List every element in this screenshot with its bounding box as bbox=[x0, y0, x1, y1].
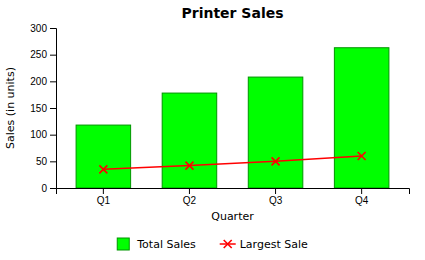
x-axis-line bbox=[57, 189, 410, 195]
marker bbox=[272, 157, 280, 165]
y-tick-mark bbox=[50, 188, 56, 189]
y-axis-title: Sales (in units) bbox=[4, 67, 17, 149]
marks bbox=[76, 48, 389, 188]
marker-shape bbox=[358, 152, 366, 160]
y-tick: 200 bbox=[30, 76, 56, 87]
x-tick-label: Q3 bbox=[269, 195, 283, 206]
legend-swatch bbox=[117, 238, 129, 250]
x-tick-label: Q2 bbox=[183, 195, 197, 206]
bar-series bbox=[76, 48, 389, 188]
legend-item: Total Sales bbox=[117, 238, 196, 251]
legend: Total Sales Largest Sale bbox=[117, 238, 308, 251]
y-tick: 150 bbox=[30, 103, 56, 114]
x-tick: Q4 bbox=[355, 188, 369, 206]
marker-shape bbox=[99, 165, 107, 173]
y-tick: 100 bbox=[30, 129, 56, 140]
y-tick: 250 bbox=[30, 49, 56, 60]
marker-shape bbox=[272, 157, 280, 165]
bar bbox=[334, 48, 389, 188]
x-tick-label: Q1 bbox=[97, 195, 111, 206]
legend-label: Largest Sale bbox=[240, 238, 308, 251]
marker bbox=[185, 162, 193, 170]
y-tick-mark bbox=[50, 55, 56, 56]
y-tick-label: 150 bbox=[30, 103, 47, 114]
y-axis-line bbox=[50, 29, 57, 189]
y-tick: 0 bbox=[41, 183, 56, 194]
title: Printer Sales bbox=[181, 5, 283, 21]
marker bbox=[99, 165, 107, 173]
x-tick-label: Q4 bbox=[355, 195, 369, 206]
y-tick-label: 50 bbox=[36, 156, 48, 167]
plot: 0 50 100 150 200 250 300 Q1 Q2 Q3 Q4 bbox=[30, 23, 409, 206]
y-tick-label: 100 bbox=[30, 129, 47, 140]
x-tick: Q2 bbox=[183, 188, 197, 206]
y-tick-label: 250 bbox=[30, 49, 47, 60]
legend-marker bbox=[224, 240, 232, 248]
y-tick-label: 0 bbox=[41, 183, 47, 194]
legend-item: Largest Sale bbox=[220, 238, 308, 251]
bar bbox=[76, 125, 131, 188]
y-tick: 50 bbox=[36, 156, 56, 167]
legend-label: Total Sales bbox=[136, 238, 196, 251]
y-tick-mark bbox=[50, 135, 56, 136]
y-tick-mark bbox=[50, 108, 56, 109]
y-tick: 300 bbox=[30, 23, 56, 34]
x-tick: Q1 bbox=[97, 188, 111, 206]
x-axis: Q1 Q2 Q3 Q4 bbox=[57, 188, 410, 206]
y-tick-mark bbox=[50, 81, 56, 82]
bar bbox=[162, 93, 217, 188]
x-tick-mark bbox=[361, 188, 362, 194]
chart: 0 50 100 150 200 250 300 Q1 Q2 Q3 Q4 Printer Sales Q… bbox=[0, 0, 425, 260]
x-axis-title: Quarter bbox=[211, 210, 254, 223]
y-tick-label: 300 bbox=[30, 23, 47, 34]
y-tick-mark bbox=[50, 28, 56, 29]
marker bbox=[358, 152, 366, 160]
y-axis: 0 50 100 150 200 250 300 bbox=[30, 23, 56, 194]
line-series bbox=[99, 152, 365, 173]
y-tick-mark bbox=[50, 161, 56, 162]
line bbox=[103, 156, 361, 169]
bar bbox=[248, 77, 303, 188]
x-tick-mark bbox=[189, 188, 190, 194]
x-tick-mark bbox=[103, 188, 104, 194]
x-tick-mark bbox=[275, 188, 276, 194]
x-tick: Q3 bbox=[269, 188, 283, 206]
y-tick-label: 200 bbox=[30, 76, 47, 87]
marker-shape bbox=[185, 162, 193, 170]
